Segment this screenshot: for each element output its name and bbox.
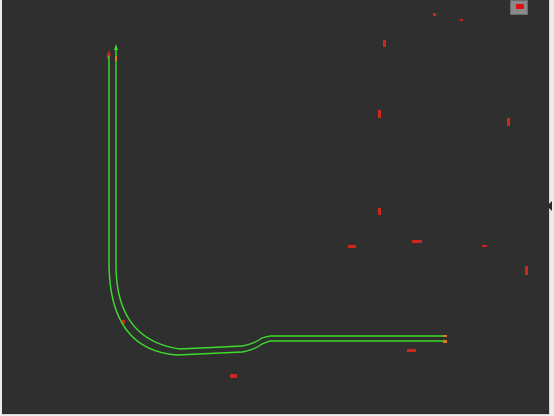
obstacle-marker [507, 118, 510, 126]
obstacle-marker [407, 349, 416, 352]
route-lanes [108, 48, 445, 356]
background-noise [213, 19, 533, 381]
end-marker [443, 340, 447, 343]
red-marker-swatch [516, 4, 524, 9]
collapse-arrow-icon[interactable] [547, 201, 552, 211]
obstacle-marker [433, 13, 436, 16]
obstacle-marker [122, 320, 125, 324]
lane-boundary-inner [115, 48, 445, 350]
end-marker [443, 335, 447, 337]
start-arrow-icon [114, 44, 118, 50]
route-end-markers [443, 335, 447, 343]
obstacle-marker [230, 374, 237, 378]
lane-boundary-outer [108, 56, 445, 356]
route-start-markers [107, 44, 118, 61]
obstacle-marker [378, 208, 381, 215]
obstacle-markers [107, 13, 528, 378]
start-arrow-icon [107, 50, 111, 56]
obstacle-marker [378, 110, 381, 118]
obstacle-marker [383, 40, 386, 47]
obstacle-marker [412, 240, 422, 243]
obstacle-marker [348, 245, 356, 248]
obstacle-marker [525, 266, 528, 275]
obstacle-marker [482, 245, 487, 247]
obstacle-marker [460, 19, 463, 21]
red-marker-toggle-icon[interactable] [510, 0, 528, 15]
